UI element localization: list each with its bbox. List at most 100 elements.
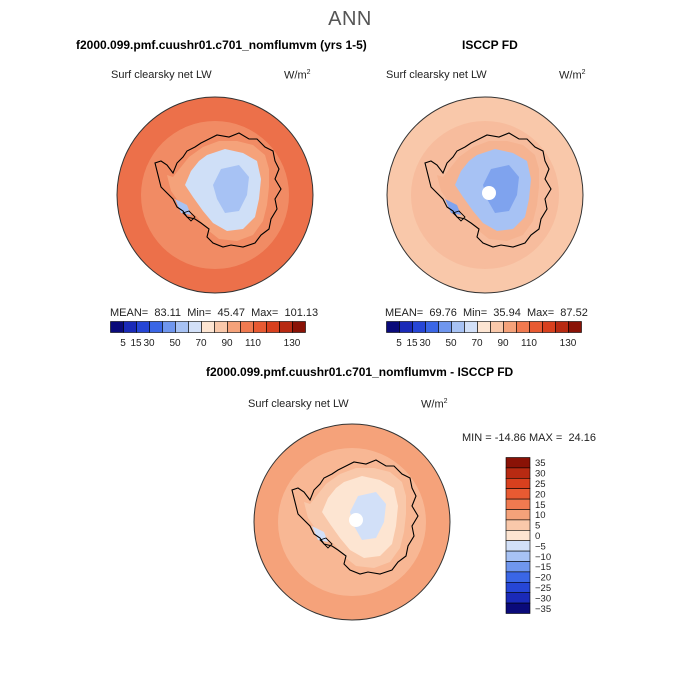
panel3-title: f2000.099.pmf.cuushr01.c701_nomflumvm - …	[206, 365, 514, 379]
panel1-field-label: Surf clearsky net LW	[111, 69, 212, 81]
colorbar-swatch	[136, 321, 150, 333]
colorbar-swatch	[123, 321, 137, 333]
ice-shelf-outline	[182, 210, 196, 222]
colorbar-swatch	[505, 592, 531, 604]
peninsula-patch	[445, 199, 461, 215]
interior-region	[350, 492, 386, 540]
panel3-map	[253, 423, 451, 621]
colorbar-swatch	[227, 321, 241, 333]
panel1-map	[116, 96, 314, 294]
colorbar-swatch	[505, 477, 531, 489]
panel2-field-label: Surf clearsky net LW	[386, 69, 487, 81]
colorbar-swatch	[266, 321, 280, 333]
colorbar-tick-label: 35	[535, 458, 546, 469]
ice-shelf-outline	[452, 210, 466, 222]
colorbar-swatch	[451, 321, 465, 333]
colorbar-swatch	[279, 321, 293, 333]
interior-region	[483, 165, 519, 213]
colorbar-swatch	[477, 321, 491, 333]
colorbar-tick-label: 70	[195, 338, 207, 349]
panel3-field-label: Surf clearsky net LW	[248, 398, 349, 410]
colorbar-tick-label: 130	[284, 338, 301, 349]
panel1-stats: MEAN= 83.11 Min= 45.47 Max= 101.13	[110, 307, 319, 319]
map-field-group	[117, 97, 313, 293]
colorbar-swatch	[386, 321, 400, 333]
panel3-stats: MIN = -14.86 MAX = 24.16	[462, 432, 596, 444]
colorbar-tick-label: 5	[120, 338, 126, 349]
colorbar-tick-label: 50	[445, 338, 457, 349]
colorbar-swatch	[162, 321, 176, 333]
peninsula-patch	[312, 526, 328, 542]
colorbar-swatch	[214, 321, 228, 333]
panel1-units: W/m2	[284, 69, 311, 82]
colorbar-tick-label: 70	[471, 338, 483, 349]
antarctica-coastline	[424, 132, 552, 248]
colorbar-tick-label: 15	[406, 338, 418, 349]
map-boundary	[253, 423, 451, 621]
colorbar-swatch	[542, 321, 556, 333]
colorbar-swatch	[201, 321, 215, 333]
colorbar-swatch	[240, 321, 254, 333]
colorbar-swatch	[149, 321, 163, 333]
colorbar-swatch	[253, 321, 267, 333]
colorbar-tick-label: 130	[560, 338, 577, 349]
map-boundary	[116, 96, 314, 294]
colorbar-tick-label: 15	[130, 338, 142, 349]
colorbar-tick-label: −25	[535, 583, 551, 594]
colorbar-swatch	[505, 488, 531, 500]
colorbar-tick-label: 50	[169, 338, 181, 349]
colorbar-swatch	[412, 321, 426, 333]
colorbar-tick-label: 5	[396, 338, 402, 349]
colorbar-tick-label: 5	[535, 521, 540, 532]
colorbar-swatch	[505, 457, 531, 469]
map-field-group	[254, 424, 450, 620]
colorbar-swatch	[425, 321, 439, 333]
colorbar-swatch	[505, 467, 531, 479]
colorbar-tick-label: 25	[535, 479, 546, 490]
colorbar-swatch	[555, 321, 569, 333]
colorbar-tick-label: 110	[245, 338, 261, 349]
pole-hole	[349, 513, 363, 527]
colorbar-swatch	[292, 321, 306, 333]
colorbar-tick-label: −10	[535, 552, 551, 563]
ice-shelf-outline	[319, 537, 333, 549]
colorbar-swatch	[568, 321, 582, 333]
colorbar-tick-label: −20	[535, 573, 551, 584]
panel2-units: W/m2	[559, 69, 586, 82]
panel2-colorbar: 5 15 30 50 70 90 110 130	[386, 321, 582, 349]
pole-hole	[482, 186, 496, 200]
colorbar-swatch	[505, 602, 531, 614]
colorbar-swatch	[505, 509, 531, 521]
colorbar-swatch	[110, 321, 124, 333]
colorbar-tick-label: 90	[221, 338, 233, 349]
colorbar-tick-label: 30	[535, 469, 546, 480]
colorbar-swatch	[505, 540, 531, 552]
colorbar-swatch	[490, 321, 504, 333]
colorbar-tick-label: 20	[535, 489, 546, 500]
peninsula-patch	[175, 199, 191, 215]
panel1-colorbar: 5 15 30 50 70 90 110 130	[110, 321, 306, 349]
colorbar-tick-label: 15	[535, 500, 546, 511]
colorbar-swatch	[503, 321, 517, 333]
colorbar-tick-label: 90	[497, 338, 509, 349]
antarctica-coastline	[154, 132, 282, 248]
colorbar-swatch	[175, 321, 189, 333]
colorbar-swatch	[529, 321, 543, 333]
colorbar-swatch	[464, 321, 478, 333]
map-field-group	[387, 97, 583, 293]
panel2-map	[386, 96, 584, 294]
colorbar-swatch	[505, 561, 531, 573]
colorbar-tick-label: −15	[535, 562, 551, 573]
colorbar-swatch	[505, 519, 531, 531]
colorbar-tick-label: −30	[535, 593, 551, 604]
colorbar-tick-label: 110	[521, 338, 537, 349]
colorbar-swatch	[505, 530, 531, 542]
interior-region	[213, 165, 249, 213]
colorbar-swatch	[438, 321, 452, 333]
colorbar-tick-label: 10	[535, 510, 546, 521]
antarctica-coastline	[291, 459, 419, 575]
panel2-stats: MEAN= 69.76 Min= 35.94 Max= 87.52	[385, 307, 588, 319]
colorbar-swatch	[188, 321, 202, 333]
colorbar-swatch	[505, 571, 531, 583]
